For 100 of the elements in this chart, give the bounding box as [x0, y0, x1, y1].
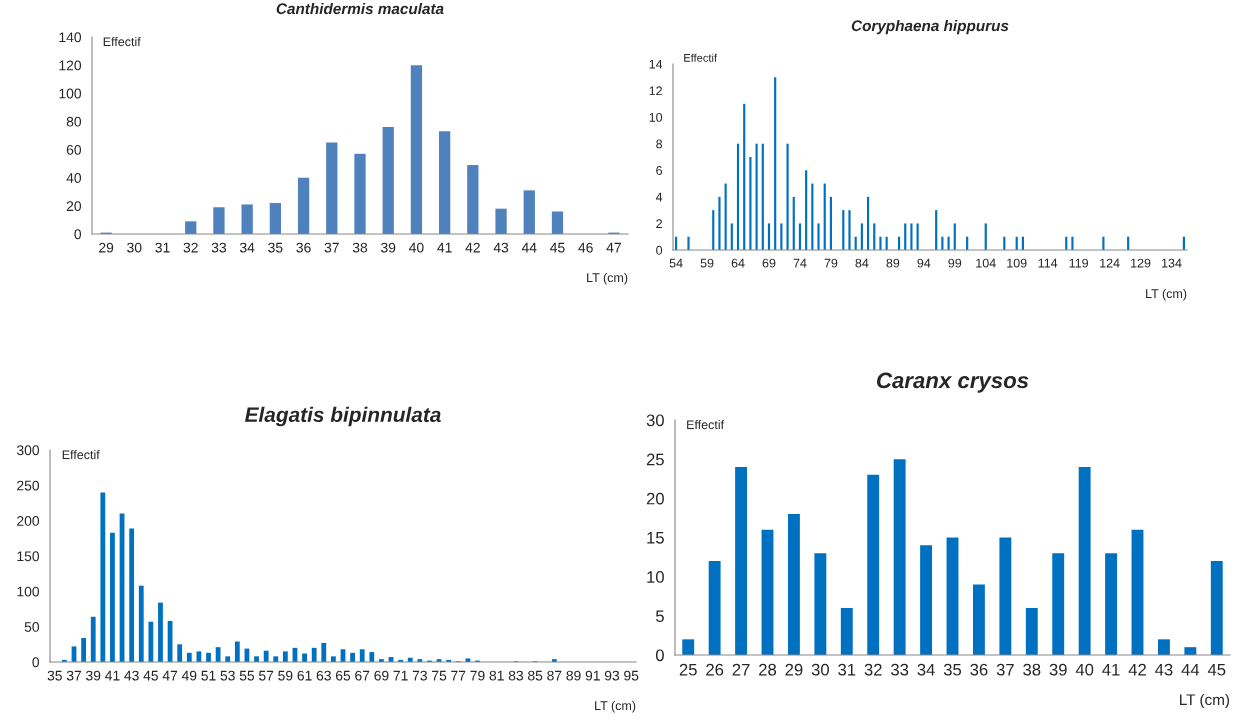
x-tick-label: 104 — [976, 258, 996, 268]
x-tick-label: 42 — [1128, 663, 1146, 676]
x-axis-title: LT (cm) — [595, 700, 636, 713]
x-tick-label: 47 — [606, 242, 621, 253]
x-tick-label: 65 — [335, 670, 351, 681]
y-tick-label: 200 — [17, 516, 40, 526]
x-tick-label: 36 — [296, 242, 311, 253]
x-tick-label: 31 — [155, 242, 170, 253]
x-tick-label: 85 — [528, 670, 543, 681]
x-tick-label: 39 — [381, 242, 396, 253]
x-tick-label: 69 — [762, 258, 776, 268]
chart-title: Canthidermis maculata — [276, 2, 444, 15]
x-tick-label: 73 — [412, 670, 427, 681]
y-tick-label: 20 — [66, 201, 82, 212]
y-tick-label: 100 — [59, 88, 82, 99]
x-tick-label: 43 — [1155, 663, 1173, 676]
x-tick-label: 119 — [1069, 258, 1088, 268]
x-tick-label: 40 — [1075, 663, 1094, 676]
x-tick-label: 77 — [451, 670, 466, 681]
y-tick-label: 4 — [655, 192, 663, 202]
x-tick-label: 94 — [917, 258, 931, 268]
x-tick-label: 51 — [201, 670, 216, 681]
x-tick-label: 25 — [679, 663, 697, 676]
y-tick-label: 5 — [655, 610, 664, 623]
x-tick-label: 47 — [162, 670, 178, 681]
x-tick-label: 79 — [470, 670, 485, 681]
x-tick-label: 44 — [521, 242, 537, 253]
x-tick-label: 46 — [578, 242, 593, 253]
x-tick-label: 36 — [970, 663, 988, 676]
x-tick-label: 114 — [1038, 258, 1058, 268]
y-tick-label: 100 — [17, 586, 40, 597]
x-tick-label: 45 — [1207, 663, 1226, 676]
x-tick-label: 91 — [585, 670, 600, 681]
y-tick-label: 300 — [16, 445, 40, 456]
x-tick-label: 87 — [547, 670, 562, 681]
y-tick-label: 6 — [656, 166, 663, 175]
x-tick-label: 69 — [374, 670, 389, 681]
x-tick-label: 34 — [917, 663, 935, 676]
x-tick-label: 28 — [759, 663, 777, 676]
x-tick-label: 39 — [86, 670, 101, 681]
x-tick-label: 54 — [669, 258, 683, 268]
x-tick-label: 67 — [355, 670, 370, 681]
x-tick-label: 57 — [258, 670, 274, 681]
x-tick-label: 84 — [855, 258, 869, 268]
x-tick-label: 45 — [143, 670, 159, 681]
y-tick-label: 80 — [66, 116, 82, 127]
x-tick-label: 37 — [996, 663, 1014, 676]
y-tick-label: 0 — [74, 229, 82, 240]
x-tick-label: 30 — [811, 663, 829, 676]
x-tick-label: 64 — [731, 258, 745, 268]
x-tick-label: 129 — [1131, 258, 1151, 268]
x-tick-label: 89 — [566, 670, 581, 681]
x-tick-label: 32 — [183, 242, 198, 253]
x-tick-label: 61 — [297, 670, 312, 681]
y-tick-label: 50 — [24, 622, 40, 632]
y-axis-title: Effectif — [687, 420, 725, 430]
x-tick-label: 33 — [211, 242, 227, 253]
x-tick-label: 41 — [1102, 663, 1120, 676]
x-tick-label: 34 — [239, 242, 255, 253]
y-tick-label: 14 — [649, 59, 663, 69]
y-axis-title: Effectif — [62, 450, 100, 460]
x-tick-label: 134 — [1162, 258, 1182, 268]
x-tick-label: 59 — [278, 670, 293, 681]
x-axis-title: LT (cm) — [1180, 693, 1230, 709]
y-tick-label: 140 — [59, 32, 82, 43]
y-tick-label: 30 — [646, 414, 664, 427]
x-tick-label: 74 — [793, 258, 807, 268]
x-tick-label: 59 — [700, 258, 714, 268]
x-tick-label: 83 — [508, 670, 524, 681]
x-tick-label: 26 — [706, 663, 724, 676]
x-tick-label: 124 — [1100, 258, 1120, 268]
x-tick-label: 81 — [489, 670, 504, 681]
y-tick-label: 15 — [647, 532, 664, 544]
x-tick-label: 41 — [105, 670, 120, 681]
x-tick-label: 42 — [465, 242, 480, 253]
y-tick-label: 12 — [649, 86, 662, 96]
x-tick-label: 37 — [66, 670, 82, 681]
x-tick-label: 89 — [886, 258, 900, 268]
x-tick-label: 109 — [1007, 258, 1027, 268]
y-tick-label: 10 — [649, 112, 663, 122]
y-tick-label: 150 — [17, 551, 40, 562]
y-tick-label: 40 — [66, 173, 82, 183]
y-tick-label: 0 — [656, 245, 663, 255]
y-tick-label: 60 — [66, 144, 82, 155]
chart-title: Coryphaena hippurus — [851, 19, 1009, 35]
x-tick-label: 38 — [352, 242, 368, 253]
x-tick-label: 37 — [324, 242, 339, 253]
x-tick-label: 38 — [1023, 663, 1041, 676]
x-tick-label: 31 — [838, 663, 856, 676]
x-tick-label: 35 — [268, 242, 283, 253]
x-tick-label: 29 — [785, 663, 803, 676]
x-tick-label: 40 — [409, 242, 424, 253]
x-tick-label: 35 — [943, 663, 962, 676]
x-tick-label: 32 — [864, 663, 882, 676]
x-tick-label: 71 — [393, 670, 408, 681]
x-tick-label: 39 — [1049, 663, 1067, 676]
x-tick-label: 44 — [1181, 663, 1200, 676]
y-tick-label: 2 — [656, 219, 662, 228]
x-tick-label: 27 — [732, 663, 750, 676]
x-tick-label: 49 — [181, 670, 197, 681]
